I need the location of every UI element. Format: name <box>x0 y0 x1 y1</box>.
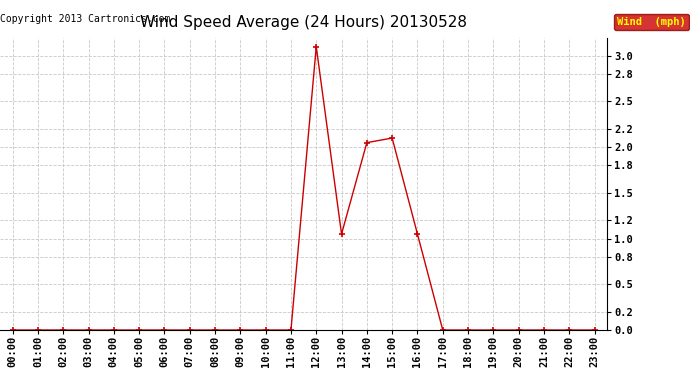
Text: Copyright 2013 Cartronics.com: Copyright 2013 Cartronics.com <box>0 14 170 24</box>
Text: Wind Speed Average (24 Hours) 20130528: Wind Speed Average (24 Hours) 20130528 <box>140 15 467 30</box>
Legend: Wind  (mph): Wind (mph) <box>614 14 689 30</box>
